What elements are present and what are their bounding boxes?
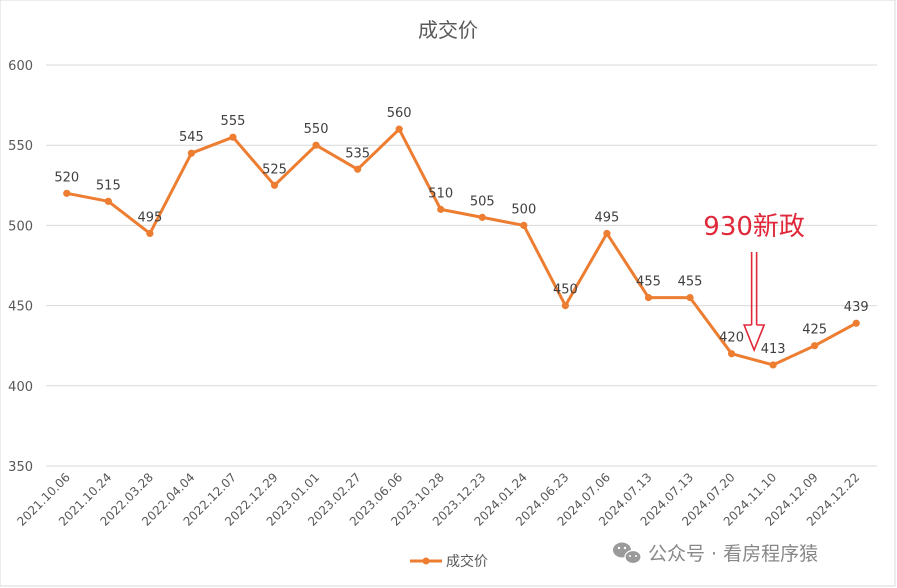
grid (46, 64, 877, 467)
data-label: 535 (345, 146, 370, 161)
data-label: 520 (54, 170, 79, 185)
data-label: 560 (387, 106, 412, 121)
wechat-icon (613, 542, 642, 565)
y-tick-label: 500 (8, 219, 33, 234)
annotation: 930新政 (703, 212, 805, 353)
data-label: 413 (761, 342, 786, 357)
data-point (727, 350, 736, 358)
data-point (354, 165, 362, 173)
data-label: 425 (802, 323, 827, 338)
data-label: 439 (844, 300, 869, 315)
data-point (312, 141, 320, 149)
data-point (852, 319, 860, 327)
data-label: 525 (262, 162, 287, 177)
data-point (395, 125, 403, 133)
watermark: 公众号 · 看房程序猿 (613, 542, 818, 565)
data-label: 515 (96, 178, 121, 193)
data-point (63, 189, 71, 197)
y-tick-label: 450 (8, 300, 33, 315)
legend-label: 成交价 (446, 553, 488, 570)
data-point (811, 342, 819, 350)
data-label: 495 (595, 210, 620, 225)
legend: 成交价 (410, 553, 488, 570)
data-label: 450 (553, 283, 578, 298)
data-point (520, 221, 528, 229)
chart-title: 成交价 (418, 18, 478, 42)
series-points (63, 125, 860, 369)
annotation-arrow (742, 252, 766, 353)
data-point (769, 361, 777, 369)
data-point (437, 205, 445, 213)
legend-marker-icon (422, 557, 430, 565)
data-point (686, 293, 694, 302)
y-tick-label: 550 (8, 139, 33, 154)
data-label: 500 (511, 202, 536, 217)
data-point (644, 293, 653, 302)
series-line (66, 127, 857, 367)
data-label: 495 (137, 210, 162, 225)
y-tick-label: 400 (8, 380, 33, 395)
data-point (104, 197, 112, 205)
data-labels: 520 515 495 545 555 525 550 535 560 510 505 500 450 4… (54, 106, 868, 357)
y-axis: 350 400 450 500 550 600 (8, 59, 33, 475)
watermark-text: 公众号 · 看房程序猿 (648, 543, 818, 565)
data-label: 420 (719, 331, 744, 346)
data-point (146, 229, 154, 238)
data-label: 545 (179, 130, 204, 145)
data-label: 555 (221, 114, 246, 129)
data-label: 510 (428, 186, 453, 201)
data-label: 455 (678, 275, 703, 290)
data-point (229, 133, 237, 141)
data-label: 505 (470, 194, 495, 209)
data-point (270, 181, 279, 189)
data-point (187, 149, 196, 157)
data-label: 455 (636, 275, 661, 290)
annotation-text: 930新政 (703, 212, 805, 242)
data-point (603, 229, 611, 238)
y-tick-label: 350 (8, 460, 33, 475)
data-label: 550 (304, 122, 329, 137)
data-point (561, 302, 569, 310)
y-tick-label: 600 (8, 59, 33, 74)
data-point (478, 213, 486, 221)
